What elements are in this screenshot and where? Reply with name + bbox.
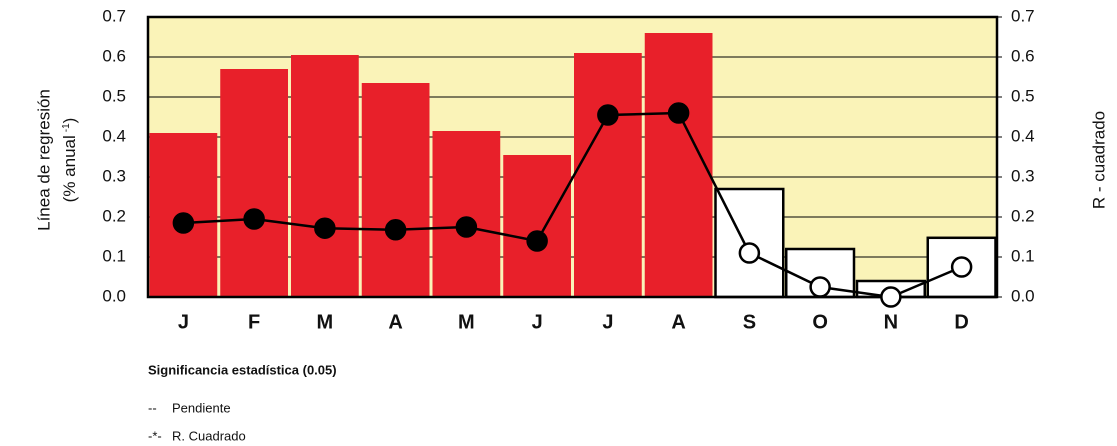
- marker: [455, 216, 478, 238]
- x-tick-label: J: [178, 311, 189, 333]
- marker: [950, 256, 973, 278]
- y2-tick-label: 0.4: [1011, 126, 1035, 145]
- marker: [172, 212, 195, 234]
- y-tick-label: 0.4: [102, 126, 126, 145]
- y2-tick-label: 0.7: [1011, 6, 1035, 25]
- x-tick-label: A: [671, 311, 685, 333]
- bar: [361, 83, 430, 297]
- line: [183, 111, 963, 299]
- bar: [220, 69, 288, 297]
- x-tick-label: J: [532, 311, 543, 333]
- y-tick-label: 0.2: [102, 206, 126, 225]
- note-title: Significancia estadística (0.05): [148, 362, 337, 377]
- marker: [384, 219, 407, 241]
- y-tick-label: 0.0: [102, 286, 126, 305]
- y-tick-label: 0.3: [102, 166, 126, 185]
- x-tick-label: F: [248, 311, 260, 333]
- marker: [809, 276, 831, 298]
- legend-marker: -*-: [148, 428, 162, 443]
- legend-label: Pendiente: [172, 400, 231, 415]
- y2-tick-label: 0.6: [1011, 46, 1035, 65]
- x-tick-label: A: [388, 311, 402, 333]
- bar: [432, 131, 501, 297]
- x-tick-label: D: [954, 311, 968, 333]
- marker: [314, 217, 336, 239]
- marker: [880, 286, 902, 308]
- y-axis-unit: (% anual -1): [60, 118, 79, 203]
- y2-tick-label: 0.3: [1011, 166, 1035, 185]
- plot-background: [148, 17, 997, 297]
- legend-marker: --: [148, 400, 157, 415]
- plot-frame: [146, 15, 999, 299]
- x-tick-label: J: [602, 311, 613, 333]
- marker: [738, 242, 761, 264]
- bar: [503, 155, 571, 297]
- marker: [597, 104, 619, 126]
- unit-text: (% anual: [60, 135, 79, 202]
- y2-tick-label: 0.2: [1011, 206, 1035, 225]
- x-tick-label: O: [812, 311, 828, 333]
- bar: [644, 33, 713, 297]
- unit-sup: -1: [61, 123, 72, 132]
- x-tick-label: N: [884, 311, 898, 333]
- x-tick-label: M: [458, 311, 475, 333]
- x-tick-label: S: [743, 311, 756, 333]
- y-tick-label: 0.7: [102, 6, 126, 25]
- y-tick-label: 0.6: [102, 46, 126, 65]
- y2-tick-label: 0.5: [1011, 86, 1035, 105]
- y-tick-label: 0.1: [102, 246, 126, 265]
- legend-label: R. Cuadrado: [172, 428, 246, 443]
- y-axis-label: Línea de regresión: [34, 89, 53, 231]
- y2-tick-label: 0.1: [1011, 246, 1035, 265]
- bar: [574, 53, 642, 297]
- marker: [243, 208, 265, 230]
- bar: [291, 55, 359, 297]
- x-tick-label: M: [317, 311, 334, 333]
- y2-tick-label: 0.0: [1011, 286, 1035, 305]
- unit-close: ): [60, 118, 79, 124]
- y-tick-label: 0.5: [102, 86, 126, 105]
- marker: [526, 230, 548, 252]
- marker: [667, 102, 690, 124]
- y2-axis-label: R - cuadrado: [1089, 111, 1108, 209]
